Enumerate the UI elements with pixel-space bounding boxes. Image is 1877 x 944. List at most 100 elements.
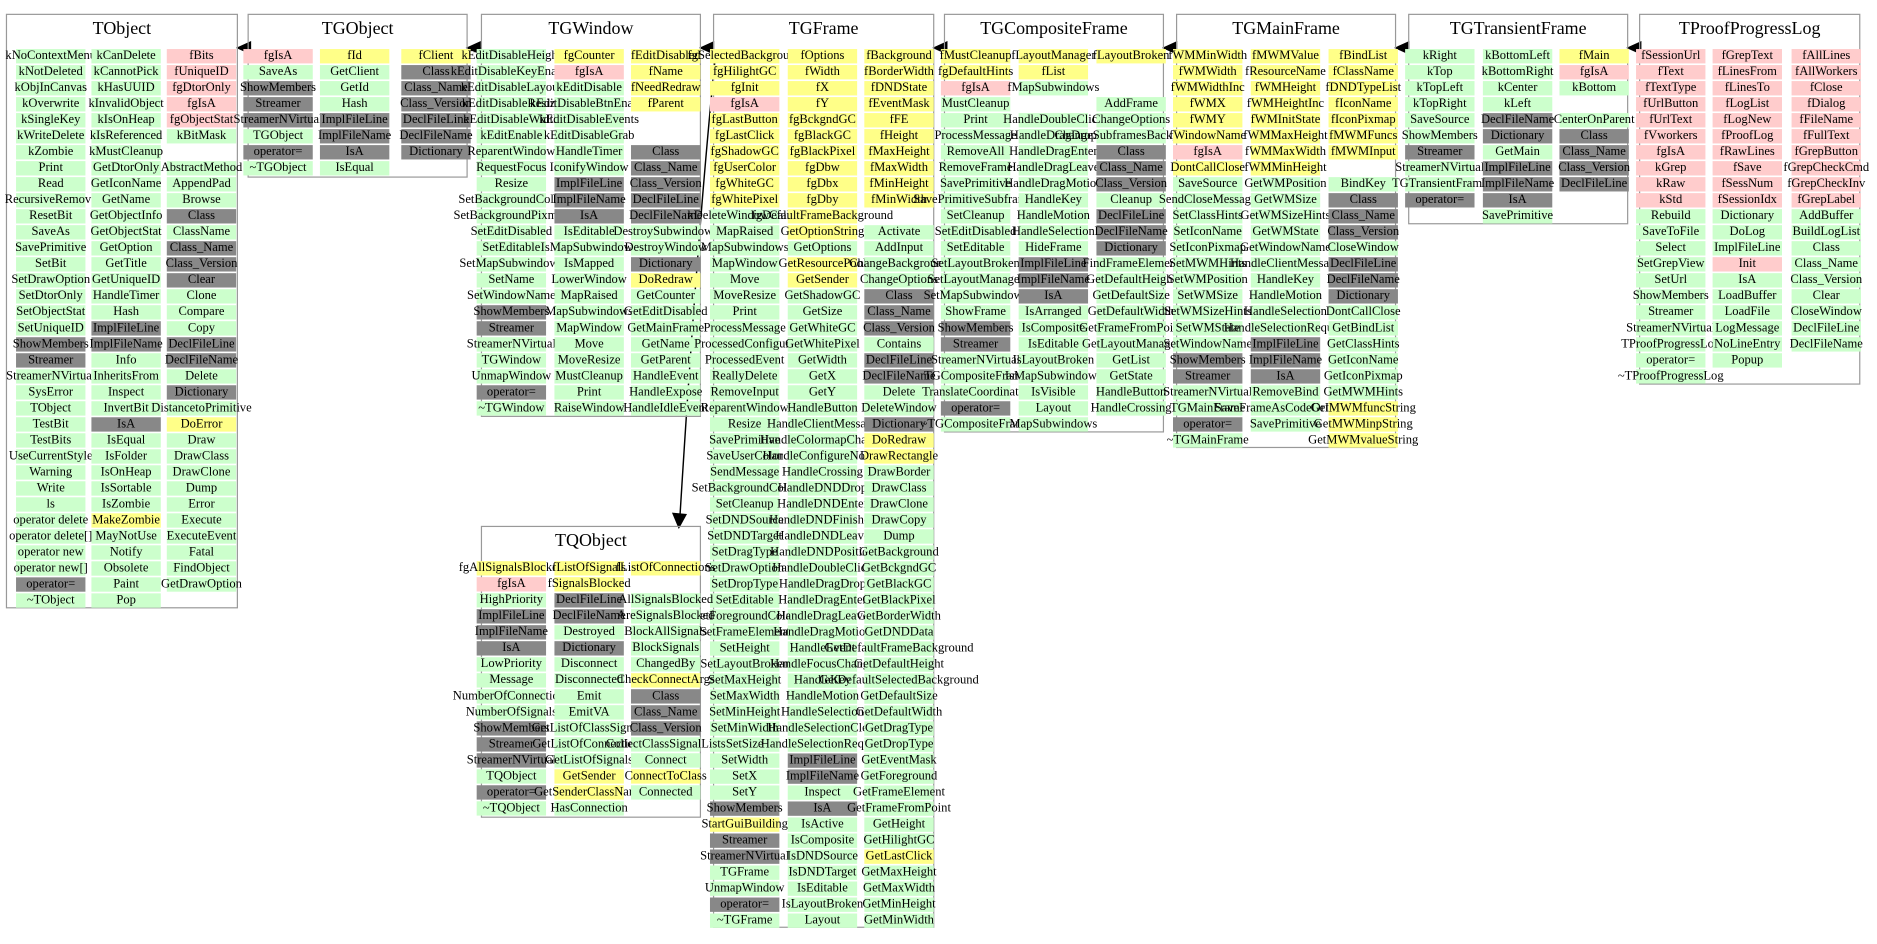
member-label: DoError (181, 416, 224, 430)
member-cell (91, 529, 161, 544)
member-label: ChangeSubframesBackground (1054, 128, 1208, 142)
member-cell (864, 337, 934, 352)
member-cell (166, 209, 237, 224)
member-cell (709, 449, 780, 464)
member-cell (631, 209, 701, 224)
member-label: HandleDNDFinished (769, 512, 876, 526)
member-cell (166, 561, 237, 576)
member-label: fWMMinHeight (1244, 160, 1327, 174)
member-cell (476, 561, 547, 576)
member-label: SetDrawOption (705, 560, 784, 574)
member-label: ~TQObject (483, 800, 540, 814)
member-cell (166, 65, 237, 80)
member-label: DoRedraw (639, 272, 693, 286)
member-label: fLayoutManager (1011, 48, 1096, 62)
member-label: kMustCleanup (89, 144, 163, 158)
member-cell (709, 209, 780, 224)
member-cell (709, 161, 780, 176)
member-cell (1096, 113, 1166, 128)
member-cell (709, 49, 780, 64)
member-cell (1791, 193, 1861, 208)
member-label: Browse (182, 192, 221, 206)
member-cell (1328, 193, 1398, 208)
member-cell (787, 257, 858, 272)
member-cell (1018, 225, 1089, 240)
member-cell (1173, 433, 1243, 448)
member-cell (1018, 401, 1089, 416)
class-box: TObject kNoContextMenu kNotDeleted kObjInCa… (5, 13, 252, 609)
member-label: DrawCopy (871, 512, 927, 526)
member-label: IsOnHeap (101, 464, 152, 478)
member-cell (166, 321, 237, 336)
member-label: IsA (1509, 192, 1527, 206)
member-label: IsMapSubwindows (541, 240, 638, 254)
member-label: SetDrawOption (11, 272, 90, 286)
member-cell (787, 609, 858, 624)
member-cell (476, 273, 547, 288)
member-cell (864, 113, 934, 128)
member-label: GetMain (1495, 144, 1540, 158)
member-label: fgDefaultFrameBackground (752, 208, 894, 222)
member-label: ReallyDelete (712, 368, 778, 382)
member-cell (864, 513, 934, 528)
member-label: kEditEnable (480, 128, 542, 142)
member-label: Streamer (489, 736, 535, 750)
member-label: HasConnection (550, 800, 628, 814)
member-label: Class (1813, 240, 1840, 254)
member-cell (1096, 49, 1166, 64)
member-cell (787, 97, 858, 112)
member-cell (787, 193, 858, 208)
member-cell (940, 81, 1011, 96)
member-label: IsZombie (102, 496, 151, 510)
member-label: SetEditable (716, 592, 774, 606)
member-label: operator= (254, 144, 303, 158)
member-label: ImplFileName (1017, 272, 1091, 286)
member-cell (709, 513, 780, 528)
member-label: HandleSelection (1012, 224, 1096, 238)
member-cell (1328, 305, 1398, 320)
member-label: kHasUUID (98, 80, 155, 94)
member-label: Hash (113, 304, 140, 318)
member-cell (1250, 369, 1321, 384)
member-cell (401, 81, 471, 96)
member-cell (787, 881, 858, 896)
member-cell (1405, 193, 1475, 208)
member-label: kTopRight (1413, 96, 1467, 110)
member-label: HandleCrossing (782, 464, 864, 478)
member-label: Streamer (489, 320, 535, 334)
member-cell (787, 785, 858, 800)
member-cell (16, 433, 86, 448)
member-cell (940, 209, 1011, 224)
member-cell (401, 129, 471, 144)
member-label: GetSender (563, 768, 617, 782)
member-cell (1096, 305, 1166, 320)
member-label: HandleColormapChange (760, 432, 885, 446)
member-label: fgDbw (805, 160, 840, 174)
member-label: TGWindow (482, 352, 541, 366)
member-cell (1636, 129, 1706, 144)
member-cell (940, 273, 1011, 288)
member-label: fgDbx (806, 176, 839, 190)
member-label: IconifyWindow (550, 160, 629, 174)
member-label: RaiseWindow (554, 400, 625, 414)
member-cell (1482, 65, 1553, 80)
member-cell (709, 897, 780, 912)
member-cell (787, 161, 858, 176)
member-cell (1482, 161, 1553, 176)
class-box: TProofProgressLog fSessionUrl fText fTextTy… (1618, 13, 1870, 385)
member-label: GetWhitePixel (785, 336, 860, 350)
class-box: TGCompositeFrame fMustCleanup fgDefaultHin… (913, 13, 1209, 433)
member-label: StreamerNVirtual (931, 352, 1021, 366)
member-cell (554, 177, 624, 192)
member-cell (864, 465, 934, 480)
member-label: Streamer (953, 336, 999, 350)
member-label: fDNDTypeList (1325, 80, 1401, 94)
member-label: IsArranged (1025, 304, 1082, 318)
member-label: SetLayoutManager (928, 272, 1025, 286)
member-label: ProcessedConfigure (694, 336, 795, 350)
member-label: SetDragType (712, 544, 778, 558)
member-label: Streamer (28, 352, 74, 366)
member-cell (1018, 417, 1089, 432)
member-cell (91, 369, 161, 384)
